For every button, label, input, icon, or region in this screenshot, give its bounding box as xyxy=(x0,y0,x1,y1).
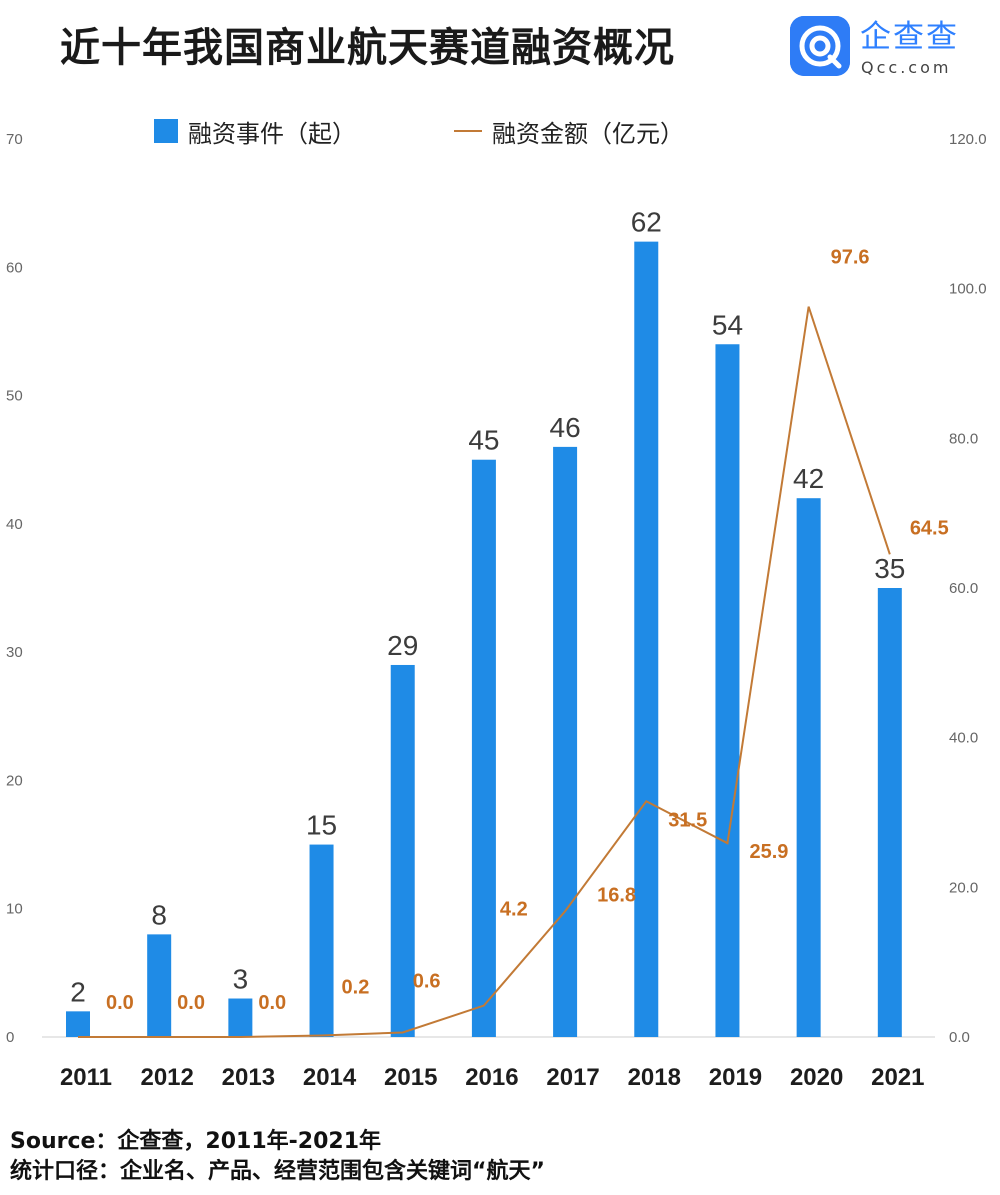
brand-name: 企查查 xyxy=(860,19,959,55)
line-value-label-2013: 0.0 xyxy=(258,992,286,1014)
right-axis-tick-label: 100.0 xyxy=(949,281,987,298)
chart-area: 0 10 20 30 40 50 60 70 0.0 20.0 40.0 60.0 80.0 100.0 1… xyxy=(0,120,1000,1110)
line-value-label-2020: 97.6 xyxy=(831,247,870,269)
bar-2019 xyxy=(715,344,740,1037)
bar-2021 xyxy=(877,588,902,1037)
x-axis-label-2018: 2018 xyxy=(628,1064,681,1091)
chart-layer: 0102030405060700.020.040.060.080.0100.01… xyxy=(6,131,987,1091)
legend-line-label: 融资金额（亿元） xyxy=(492,119,684,148)
line-value-label-2012: 0.0 xyxy=(177,992,205,1014)
x-axis-label-2021: 2021 xyxy=(871,1064,924,1091)
line-value-label-2014: 0.2 xyxy=(342,977,370,999)
qcc-logo-mark-svg xyxy=(790,16,850,76)
bar-2012 xyxy=(147,934,172,1037)
left-axis-tick-label: 40 xyxy=(6,516,23,533)
right-axis-tick-label: 60.0 xyxy=(949,580,978,597)
chart-legend: 融资事件（起） 融资金额（亿元） xyxy=(0,112,1000,150)
legend-bar-label: 融资事件（起） xyxy=(188,119,356,148)
bar-value-label-2013: 3 xyxy=(233,964,249,995)
bar-value-label-2012: 8 xyxy=(151,899,167,930)
left-axis-tick-label: 20 xyxy=(6,772,23,789)
right-axis-tick-label: 0.0 xyxy=(949,1029,970,1046)
legend-bar-swatch xyxy=(154,119,178,143)
bar-2017 xyxy=(553,446,578,1037)
line-value-label-2019: 25.9 xyxy=(749,841,788,863)
bar-value-label-2019: 54 xyxy=(712,309,743,340)
bar-2020 xyxy=(796,498,821,1037)
line-value-label-2015: 0.6 xyxy=(413,971,441,993)
x-axis-label-2013: 2013 xyxy=(222,1064,275,1091)
bar-value-label-2020: 42 xyxy=(793,463,824,494)
brand-domain: Qcc.com xyxy=(861,58,952,77)
line-value-label-2016: 4.2 xyxy=(500,899,528,921)
x-axis-label-2012: 2012 xyxy=(140,1064,193,1091)
left-axis-tick-label: 50 xyxy=(6,388,23,405)
left-axis-tick-label: 30 xyxy=(6,644,23,661)
combo-chart: 0102030405060700.020.040.060.080.0100.01… xyxy=(6,131,987,1091)
left-axis-tick-label: 60 xyxy=(6,259,23,276)
brand-logo: 企查查 Qcc.com xyxy=(790,16,980,82)
bar-2013 xyxy=(228,998,253,1037)
right-axis-tick-label: 20.0 xyxy=(949,879,978,896)
bar-value-label-2021: 35 xyxy=(874,553,905,584)
left-axis-tick-label: 70 xyxy=(6,131,23,148)
x-axis-label-2015: 2015 xyxy=(384,1064,437,1091)
bar-2011 xyxy=(66,1011,90,1037)
footer-notes: Source：企查查，2011年-2021年 统计口径：企业名、产品、经营范围包… xyxy=(10,1127,990,1187)
x-axis-label-2020: 2020 xyxy=(790,1064,843,1091)
left-axis-tick-label: 10 xyxy=(6,901,23,918)
bar-value-label-2015: 29 xyxy=(387,630,418,661)
bar-2016 xyxy=(471,459,496,1037)
line-value-label-2017: 16.8 xyxy=(597,884,636,906)
legend-line-swatch xyxy=(454,130,482,132)
line-value-label-2021: 64.5 xyxy=(910,517,949,539)
page-title: 近十年我国商业航天赛道融资概况 xyxy=(60,25,675,71)
x-axis-label-2011: 2011 xyxy=(60,1064,112,1091)
line-value-label-2011: 0.0 xyxy=(106,992,134,1014)
right-axis-tick-label: 120.0 xyxy=(949,131,987,148)
right-axis-tick-label: 80.0 xyxy=(949,430,978,447)
bar-value-label-2018: 62 xyxy=(631,207,662,238)
x-axis-label-2019: 2019 xyxy=(709,1064,762,1091)
left-axis-tick-label: 0 xyxy=(6,1029,14,1046)
qcc-logo-icon xyxy=(790,16,850,76)
bar-value-label-2017: 46 xyxy=(550,412,581,443)
right-axis-tick-label: 40.0 xyxy=(949,730,978,747)
bar-2018 xyxy=(634,241,659,1038)
x-axis-label-2016: 2016 xyxy=(465,1064,518,1091)
line-value-label-2018: 31.5 xyxy=(668,809,707,831)
legend-item-line: 融资金额（亿元） xyxy=(454,112,684,150)
bar-value-label-2011: 2 xyxy=(70,976,86,1007)
legend-item-bars: 融资事件（起） xyxy=(154,112,356,150)
bar-value-label-2016: 45 xyxy=(468,425,499,456)
footer-source: Source：企查查，2011年-2021年 xyxy=(10,1129,382,1154)
bar-2014 xyxy=(309,844,334,1037)
footer-note: 统计口径：企业名、产品、经营范围包含关键词“航天” xyxy=(10,1159,545,1184)
x-axis-label-2017: 2017 xyxy=(546,1064,599,1091)
x-axis-label-2014: 2014 xyxy=(303,1064,357,1091)
bar-value-label-2014: 15 xyxy=(306,810,337,841)
bar-2015 xyxy=(390,664,415,1037)
